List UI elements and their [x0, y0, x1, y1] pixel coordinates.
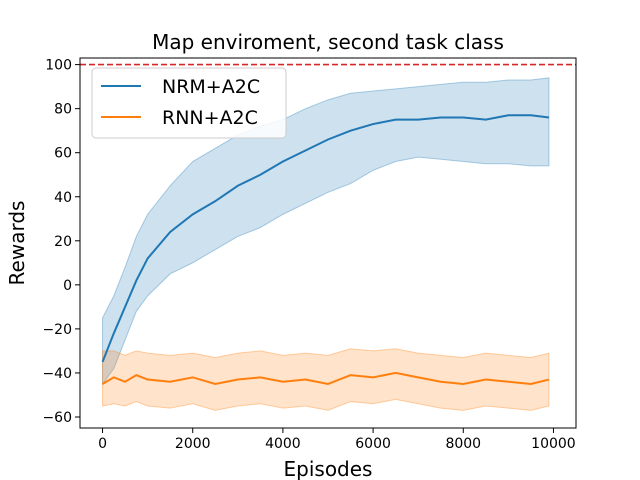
y-tick-label: 80 [54, 102, 72, 118]
legend-label-0: NRM+A2C [162, 76, 260, 98]
series-0-line [101, 114, 550, 363]
axis-ticks: 0 2000 4000 6000 8000 10000 −60 −40 −20 0 20 40 60 80… [42, 58, 575, 452]
x-tick-label: 4000 [265, 436, 301, 452]
x-tick-label: 0 [98, 436, 107, 452]
x-tick-label: 8000 [445, 436, 481, 452]
y-tick-label: −40 [42, 366, 72, 382]
x-tick-label: 2000 [175, 436, 211, 452]
chart-title: Map enviroment, second task class [152, 30, 504, 54]
y-tick-label: 20 [54, 234, 72, 250]
y-tick-label: 40 [54, 190, 72, 206]
x-tick-label: 10000 [531, 436, 576, 452]
y-tick-label: 60 [54, 146, 72, 162]
series-1-line [102, 371, 550, 385]
series-0-band [102, 77, 550, 386]
y-tick-label: −60 [42, 410, 72, 426]
y-axis-label: Rewards [5, 201, 29, 286]
y-tick-label: 0 [63, 278, 72, 294]
legend-label-1: RNN+A2C [162, 107, 258, 129]
x-axis-label: Episodes [284, 457, 373, 480]
legend: NRM+A2C RNN+A2C [91, 67, 287, 139]
plot-frame [79, 57, 577, 429]
plot-area [80, 63, 576, 411]
y-tick-label: −20 [42, 322, 72, 338]
y-tick-label: 100 [45, 58, 72, 74]
series-1-band [102, 348, 550, 411]
x-tick-label: 6000 [355, 436, 391, 452]
